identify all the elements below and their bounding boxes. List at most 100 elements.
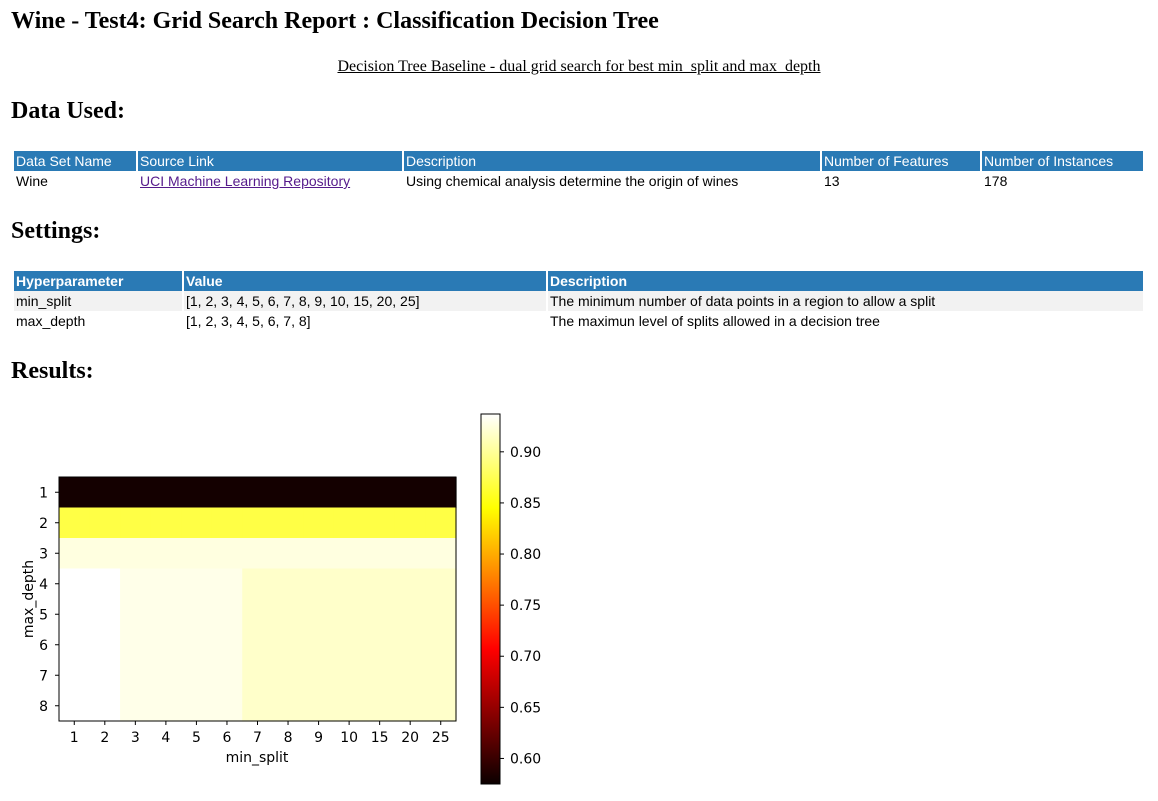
heatmap-cell: [242, 507, 274, 539]
settings-heading: Settings:: [11, 218, 101, 244]
x-tick-label: 6: [223, 730, 232, 746]
heatmap-cell: [89, 507, 121, 539]
dataset-name-cell: Wine: [16, 173, 48, 189]
description-cell: The maximun level of splits allowed in a…: [550, 313, 880, 329]
table-header-row: Hyperparameter Value Description: [14, 271, 1143, 291]
heatmap-cell: [242, 660, 274, 692]
heatmap-cell: [150, 477, 182, 509]
x-tick-label: 7: [253, 730, 262, 746]
heatmap-cell: [272, 690, 304, 722]
data-used-table: Data Set Name Source Link Description Nu…: [12, 151, 1145, 191]
heatmap-cell: [303, 507, 335, 539]
heatmap-cell: [181, 690, 213, 722]
y-tick-label: 6: [39, 638, 48, 654]
table-row: Wine UCI Machine Learning Repository Usi…: [14, 171, 1143, 191]
heatmap-cell: [211, 507, 243, 539]
heatmap-cell: [120, 660, 152, 692]
heatmap-cell: [150, 690, 182, 722]
heatmap-cell: [89, 660, 121, 692]
value-cell: [1, 2, 3, 4, 5, 6, 7, 8, 9, 10, 15, 20, …: [184, 291, 546, 311]
x-tick-label: 2: [100, 730, 109, 746]
heatmap-cell: [272, 507, 304, 539]
x-tick-label: 1: [70, 730, 79, 746]
colorbar-tick-label: 0.60: [510, 751, 541, 767]
heatmap-cell: [303, 629, 335, 661]
y-tick-label: 8: [39, 699, 48, 715]
colorbar-tick-label: 0.90: [510, 445, 541, 461]
heatmap-cell: [211, 477, 243, 509]
heatmap-cell: [59, 599, 91, 631]
heatmap-cell: [181, 538, 213, 570]
heatmap-cell: [364, 477, 396, 509]
y-tick-label: 1: [39, 485, 48, 501]
heatmap-cell: [150, 507, 182, 539]
table-header-row: Data Set Name Source Link Description Nu…: [14, 151, 1143, 171]
y-axis-ticks: 1 2 3 4 5 6 7 8: [39, 485, 59, 715]
heatmap-cell: [59, 538, 91, 570]
source-link[interactable]: UCI Machine Learning Repository: [140, 173, 351, 189]
heatmap-cell: [333, 477, 365, 509]
heatmap-cell: [394, 690, 427, 722]
heatmap-cell: [59, 507, 91, 539]
settings-table: Hyperparameter Value Description min_spl…: [12, 271, 1145, 331]
heatmap-cell: [364, 568, 396, 600]
heatmap-cell: [333, 538, 365, 570]
heatmap-cell: [89, 477, 121, 509]
description-cell: The minimum number of data points in a r…: [548, 291, 1143, 311]
heatmap-cell: [150, 629, 182, 661]
heatmap-cell: [181, 660, 213, 692]
heatmap-cell: [425, 538, 457, 570]
x-tick-label: 9: [314, 730, 323, 746]
heatmap-cell: [150, 568, 182, 600]
table-row: max_depth [1, 2, 3, 4, 5, 6, 7, 8] The m…: [14, 311, 1143, 331]
heatmap-cell: [303, 538, 335, 570]
heatmap-cell: [59, 629, 91, 661]
heatmap-cell: [89, 690, 121, 722]
heatmap-cell: [272, 599, 304, 631]
y-axis-label: max_depth: [21, 560, 37, 638]
heatmap-cell: [272, 477, 304, 509]
results-heading: Results:: [11, 358, 94, 384]
heatmap-cell: [425, 599, 457, 631]
heatmap-cell: [242, 599, 274, 631]
heatmap-cell: [303, 477, 335, 509]
heatmap-cell: [333, 507, 365, 539]
heatmap-cell: [394, 477, 427, 509]
description-cell: Using chemical analysis determine the or…: [406, 173, 739, 189]
heatmap-cell: [303, 690, 335, 722]
heatmap-cell: [242, 538, 274, 570]
heatmap-cell: [364, 629, 396, 661]
heatmap-cell: [120, 507, 152, 539]
table-row: min_split [1, 2, 3, 4, 5, 6, 7, 8, 9, 10…: [14, 291, 1143, 311]
y-tick-label: 4: [39, 577, 48, 593]
heatmap-cell: [120, 599, 152, 631]
heatmap-cell: [59, 477, 91, 509]
hyperparameter-cell: min_split: [14, 291, 182, 311]
x-tick-label: 8: [284, 730, 293, 746]
x-tick-label: 20: [401, 730, 419, 746]
column-header: Description: [404, 151, 820, 171]
heatmap-cell: [211, 599, 243, 631]
heatmap-cell: [333, 568, 365, 600]
y-tick-label: 2: [39, 516, 48, 532]
page-title: Wine - Test4: Grid Search Report : Class…: [11, 8, 659, 34]
heatmap-cell: [425, 507, 457, 539]
heatmap-cell: [425, 629, 457, 661]
heatmap-cell: [120, 690, 152, 722]
x-tick-label: 15: [371, 730, 389, 746]
heatmap-cell: [120, 477, 152, 509]
heatmap-cell: [181, 507, 213, 539]
heatmap-cell: [211, 629, 243, 661]
colorbar-tick-label: 0.65: [510, 700, 541, 716]
heatmap-cell: [394, 660, 427, 692]
value-cell: [1, 2, 3, 4, 5, 6, 7, 8]: [186, 313, 311, 329]
heatmap-cell: [425, 690, 457, 722]
page-subtitle: Decision Tree Baseline - dual grid searc…: [337, 58, 821, 75]
heatmap-cell: [89, 568, 121, 600]
heatmap-cell: [303, 599, 335, 631]
heatmap-cells: [59, 477, 457, 722]
colorbar-tick-label: 0.80: [510, 547, 541, 563]
heatmap-cell: [181, 629, 213, 661]
heatmap-cell: [333, 629, 365, 661]
column-header: Hyperparameter: [14, 271, 182, 291]
